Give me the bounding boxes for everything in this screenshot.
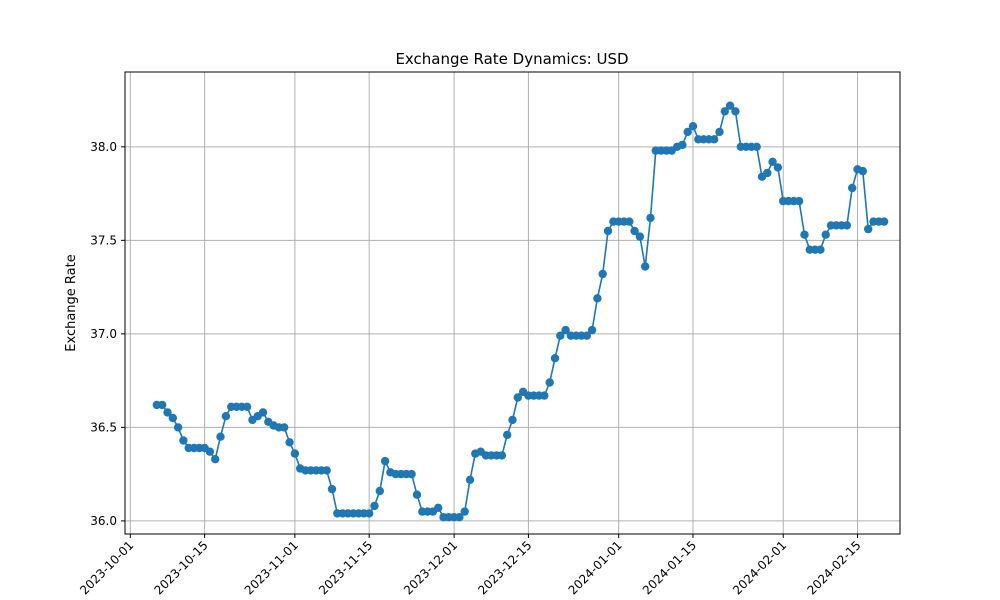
data-point xyxy=(582,331,591,340)
data-point xyxy=(508,415,517,425)
data-point xyxy=(365,509,374,518)
data-point xyxy=(550,354,560,363)
data-point xyxy=(816,245,825,254)
data-point xyxy=(545,378,554,387)
x-tick-label: 2023-10-01 xyxy=(77,538,136,597)
data-point xyxy=(646,213,655,223)
y-tick-label: 37.5 xyxy=(90,233,117,247)
data-point xyxy=(720,107,729,116)
x-tick-label: 2023-11-15 xyxy=(316,538,375,597)
data-point xyxy=(630,226,639,236)
data-point xyxy=(158,400,167,410)
data-point xyxy=(455,513,464,522)
data-point xyxy=(561,325,570,335)
plot-frame xyxy=(124,71,901,535)
data-point xyxy=(407,469,416,479)
data-point xyxy=(258,408,268,417)
data-point xyxy=(715,127,724,137)
data-point xyxy=(641,262,650,271)
data-point xyxy=(375,486,384,496)
data-point xyxy=(593,294,602,303)
data-point xyxy=(168,413,177,423)
data-point xyxy=(280,423,289,432)
data-point xyxy=(380,456,390,466)
data-point xyxy=(370,501,379,511)
data-point xyxy=(434,503,443,512)
data-point xyxy=(794,196,804,206)
x-tick-label: 2024-01-01 xyxy=(566,538,625,597)
series-usd xyxy=(152,101,889,522)
data-point xyxy=(460,507,469,516)
data-point xyxy=(285,438,294,447)
data-point xyxy=(513,393,522,402)
data-point xyxy=(242,402,252,411)
y-tick-label: 37.0 xyxy=(90,327,117,341)
data-point xyxy=(858,166,867,176)
data-point xyxy=(625,217,634,226)
data-point xyxy=(763,168,772,178)
data-point xyxy=(540,391,549,400)
y-tick-label: 36.0 xyxy=(90,514,117,528)
data-point xyxy=(603,226,613,236)
data-point xyxy=(179,436,188,445)
data-point xyxy=(465,475,475,484)
chart-title: Exchange Rate Dynamics: USD xyxy=(395,50,628,68)
data-point xyxy=(773,163,783,172)
data-point xyxy=(205,447,215,456)
data-point xyxy=(497,451,507,460)
data-point xyxy=(710,135,719,144)
data-point xyxy=(173,423,183,432)
data-point xyxy=(731,107,740,116)
x-tick-label: 2024-02-15 xyxy=(804,538,863,597)
data-point xyxy=(879,217,889,226)
data-point xyxy=(725,101,735,110)
data-point xyxy=(163,408,172,417)
data-point xyxy=(587,325,597,335)
x-axis: 2023-10-01 2023-10-15 2023-11-01 2023-11-15… xyxy=(77,534,864,597)
data-point xyxy=(211,455,220,464)
data-point xyxy=(216,432,225,441)
data-point xyxy=(752,142,761,151)
y-tick-label: 36.5 xyxy=(90,420,117,434)
data-point xyxy=(864,224,873,234)
x-tick-label: 2023-11-01 xyxy=(242,538,301,597)
data-point xyxy=(821,230,830,239)
x-tick-label: 2024-01-15 xyxy=(640,538,699,597)
data-point xyxy=(322,466,331,475)
y-axis: 36.0 36.5 37.0 37.5 38.0 xyxy=(90,140,125,528)
data-point xyxy=(327,484,337,494)
data-point xyxy=(556,331,565,340)
x-tick-label: 2023-12-15 xyxy=(475,538,534,597)
data-point xyxy=(800,230,809,239)
data-point xyxy=(635,232,645,241)
data-point xyxy=(688,122,698,131)
data-point xyxy=(598,269,607,279)
x-tick-label: 2024-02-01 xyxy=(730,538,789,597)
x-tick-label: 2023-10-15 xyxy=(152,538,211,597)
data-point xyxy=(503,430,512,440)
data-point xyxy=(221,412,231,421)
y-tick-label: 38.0 xyxy=(90,140,117,154)
data-point xyxy=(848,183,857,193)
data-point xyxy=(768,157,777,166)
data-point xyxy=(412,490,422,499)
data-point xyxy=(290,449,300,458)
grid xyxy=(125,72,900,534)
data-point xyxy=(678,140,687,150)
x-tick-label: 2023-12-01 xyxy=(401,538,460,597)
data-point xyxy=(683,127,692,137)
data-point xyxy=(842,221,852,230)
y-axis-label: Exchange Rate xyxy=(64,254,79,351)
